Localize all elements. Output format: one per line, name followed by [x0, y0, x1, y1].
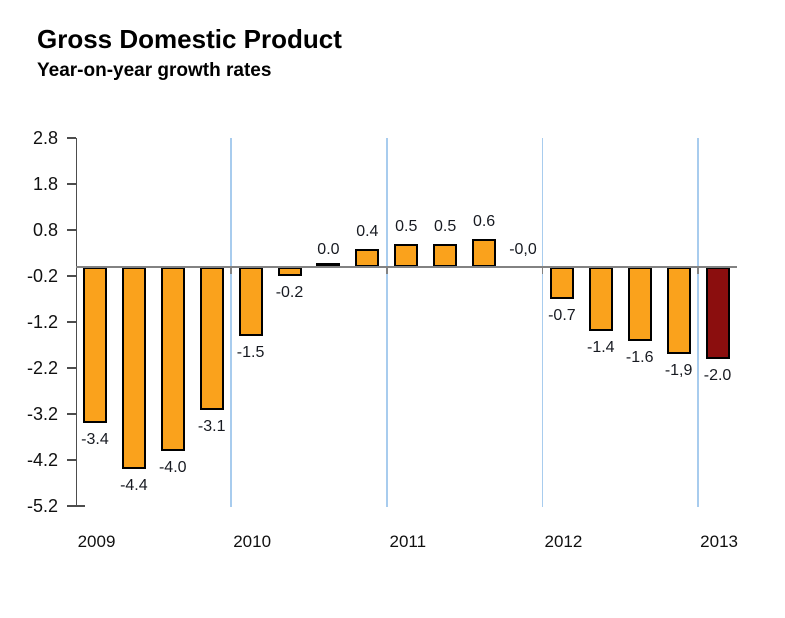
y-axis-tick: [67, 413, 76, 415]
y-axis-tick: [67, 183, 76, 185]
y-axis-tick: [67, 137, 76, 139]
zero-line-year-tick: [230, 267, 232, 274]
zero-axis-line: [75, 266, 737, 268]
bar-value-label: 0.5: [434, 218, 457, 235]
y-axis-tick: [67, 229, 76, 231]
zero-line-year-tick: [697, 267, 699, 274]
bar-2011-q2: [433, 244, 458, 267]
x-axis-year-label: 2010: [233, 532, 272, 551]
bar-value-label: -0.2: [275, 284, 304, 302]
x-axis-year-label: 2013: [700, 532, 738, 551]
y-axis-tick-label: -4.2: [26, 450, 58, 471]
bar-value-label: 0.4: [356, 222, 379, 240]
bar-2012-q4: [666, 267, 691, 355]
bar-value-label: -3.1: [197, 417, 226, 435]
y-axis-tick-label: -3.2: [26, 404, 58, 425]
x-axis-year-label: 2009: [77, 532, 116, 551]
zero-line-year-tick: [386, 267, 388, 274]
bar-value-label: -1.5: [236, 344, 265, 361]
y-axis-tick: [67, 459, 76, 461]
bar-zero-flat: [316, 262, 341, 266]
bar-value-label: -0,0: [509, 241, 537, 258]
zero-line-year-tick: [541, 267, 544, 274]
bar-value-label: -3.4: [81, 431, 109, 449]
bar-value-label: -4.4: [120, 477, 148, 495]
chart-title: Gross Domestic Product: [37, 24, 342, 54]
bar-value-label: -1.4: [587, 339, 615, 357]
bar-2009-q4: [199, 267, 224, 410]
x-axis-year-label: 2012: [544, 532, 583, 551]
bar-value-label: 0.5: [395, 218, 418, 235]
y-axis-tick-label: 1.8: [32, 174, 58, 195]
bar-2011-q1: [394, 244, 419, 267]
bar-2012-q2: [588, 267, 613, 332]
bar-2012-q1: [549, 267, 574, 300]
y-axis-line: [75, 138, 78, 507]
year-separator-gridline: [541, 138, 544, 507]
y-axis-tick-label: -0.2: [26, 266, 58, 287]
bar-2009-q2: [121, 267, 146, 470]
y-axis-tick: [67, 321, 76, 323]
y-axis-tick-label: -5.2: [26, 496, 58, 517]
y-axis-tick: [67, 367, 76, 369]
bar-2009-q3: [160, 267, 185, 451]
bar-2009-q1: [82, 267, 107, 424]
chart-subtitle: Year-on-year growth rates: [37, 60, 272, 81]
bar-2011-q3: [472, 239, 497, 267]
bar-value-label: 0.0: [317, 241, 340, 258]
y-axis-tick-label: -1.2: [26, 312, 58, 333]
bar-2010-q1: [238, 267, 263, 336]
bar-value-label: -2.0: [703, 367, 732, 384]
bar-2010-q4: [355, 248, 380, 267]
bar-value-label: 0.6: [472, 213, 496, 231]
y-axis-tick: [67, 275, 76, 277]
bar-2012-q3: [627, 267, 652, 341]
bar-2010-q2: [277, 267, 302, 277]
y-axis-tick: [67, 505, 85, 507]
bar-value-label: -4.0: [158, 459, 187, 476]
bar-value-label: -1,9: [664, 362, 693, 380]
x-axis-year-label: 2011: [389, 532, 427, 551]
y-axis-tick-label: 2.8: [32, 128, 58, 149]
y-axis-tick-label: 0.8: [32, 220, 58, 241]
year-separator-gridline: [386, 138, 388, 507]
bar-2013-q1: [705, 267, 730, 359]
year-separator-gridline: [697, 138, 699, 507]
y-axis-tick-label: -2.2: [26, 358, 58, 379]
bar-value-label: -1.6: [625, 348, 654, 366]
year-separator-gridline: [230, 138, 232, 507]
bar-value-label: -0.7: [548, 307, 576, 325]
